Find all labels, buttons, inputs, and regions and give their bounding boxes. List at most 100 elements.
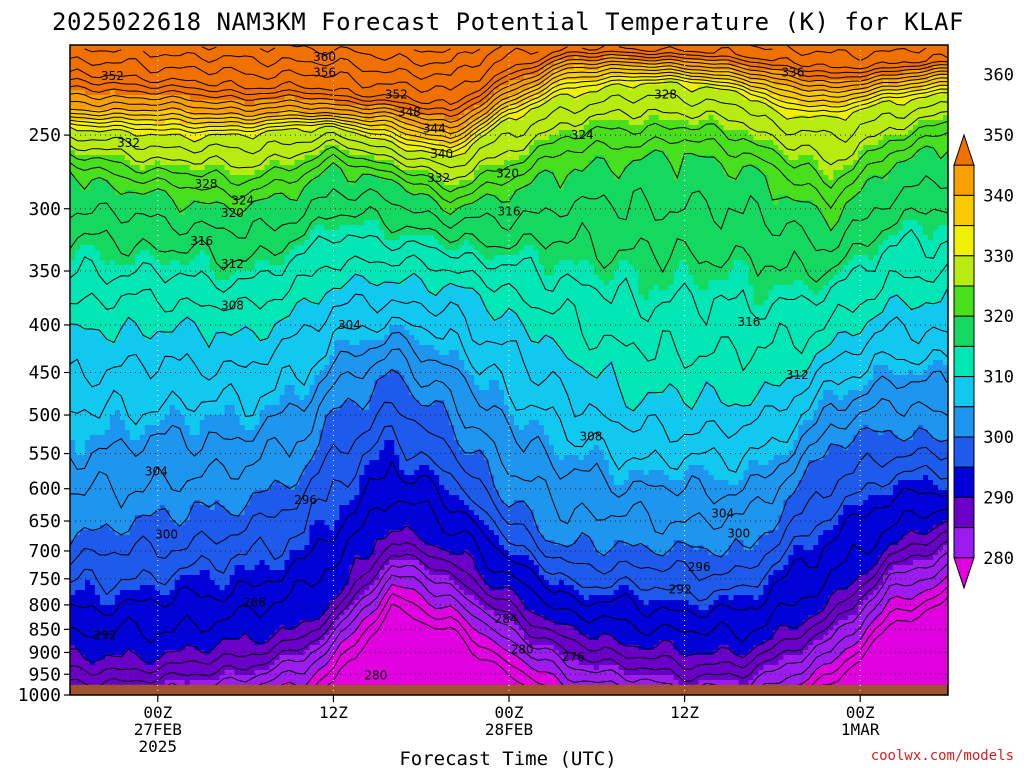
contour-cell <box>359 45 365 51</box>
contour-cell <box>230 60 236 66</box>
contour-cell <box>674 135 680 141</box>
contour-cell <box>743 100 749 106</box>
contour-cell <box>180 45 186 51</box>
contour-cell <box>454 90 460 96</box>
contour-cell <box>569 160 575 166</box>
contour-cell <box>205 140 211 146</box>
contour-cell <box>474 70 480 76</box>
contour-cell <box>833 55 839 61</box>
contour-cell <box>344 65 350 71</box>
contour-cell <box>654 160 660 166</box>
contour-cell <box>813 45 819 51</box>
contour-cell <box>883 175 889 181</box>
contour-cell <box>185 75 191 81</box>
contour-cell <box>589 90 595 96</box>
contour-cell <box>724 160 730 166</box>
contour-cell <box>818 135 824 141</box>
contour-cell <box>803 125 809 131</box>
contour-cell <box>160 150 166 156</box>
contour-cell <box>250 65 256 71</box>
contour-cell <box>339 65 345 71</box>
contour-cell <box>654 130 660 136</box>
contour-cell <box>579 175 585 181</box>
contour-cell <box>195 170 201 176</box>
contour-cell <box>150 150 156 156</box>
contour-cell <box>689 160 695 166</box>
contour-cell <box>379 65 385 71</box>
contour-cell <box>748 105 754 111</box>
contour-cell <box>110 45 116 51</box>
contour-cell <box>808 150 814 156</box>
contour-cell <box>873 105 879 111</box>
contour-cell <box>250 140 256 146</box>
contour-cell <box>344 50 350 56</box>
contour-cell <box>923 140 929 146</box>
contour-cell <box>928 120 934 126</box>
contour-cell <box>339 60 345 66</box>
contour-cell <box>589 95 595 101</box>
contour-cell <box>928 55 934 61</box>
contour-cell <box>439 65 445 71</box>
contour-cell <box>579 115 585 121</box>
contour-cell <box>808 170 814 176</box>
contour-cell <box>569 60 575 66</box>
contour-cell <box>210 145 216 151</box>
contour-cell <box>699 160 705 166</box>
contour-cell <box>599 145 605 151</box>
contour-cell <box>743 45 749 51</box>
contour-cell <box>275 65 281 71</box>
contour-cell <box>484 75 490 81</box>
contour-cell <box>170 110 176 116</box>
contour-cell <box>594 160 600 166</box>
contour-cell <box>594 115 600 121</box>
contour-cell <box>90 160 96 166</box>
contour-cell <box>878 55 884 61</box>
contour-cell <box>309 90 315 96</box>
contour-cell <box>694 180 700 186</box>
contour-cell <box>569 175 575 181</box>
contour-cell <box>514 50 520 56</box>
contour-cell <box>599 105 605 111</box>
contour-cell <box>704 160 710 166</box>
contour-cell <box>314 185 320 191</box>
contour-cell <box>255 155 261 161</box>
contour-cell <box>689 120 695 126</box>
contour-cell <box>359 90 365 96</box>
contour-cell <box>399 150 405 156</box>
contour-cell <box>454 95 460 101</box>
contour-cell <box>499 155 505 161</box>
contour-cell <box>888 55 894 61</box>
contour-cell <box>220 165 226 171</box>
contour-cell <box>833 105 839 111</box>
contour-cell <box>75 185 81 191</box>
contour-cell <box>519 125 525 131</box>
contour-cell <box>858 50 864 56</box>
contour-cell <box>843 125 849 131</box>
contour-cell <box>369 75 375 81</box>
contour-cell <box>669 120 675 126</box>
contour-cell <box>195 160 201 166</box>
contour-cell <box>529 170 535 176</box>
contour-cell <box>793 160 799 166</box>
contour-cell <box>619 90 625 96</box>
contour-cell <box>265 90 271 96</box>
contour-cell <box>579 70 585 76</box>
contour-cell <box>873 140 879 146</box>
contour-cell <box>374 135 380 141</box>
contour-cell <box>554 115 560 121</box>
contour-cell <box>359 55 365 61</box>
contour-cell <box>339 90 345 96</box>
contour-cell <box>140 165 146 171</box>
contour-cell <box>75 170 81 176</box>
contour-cell <box>509 125 515 131</box>
contour-cell <box>170 85 176 91</box>
contour-cell <box>893 175 899 181</box>
contour-cell <box>778 135 784 141</box>
contour-cell <box>245 120 251 126</box>
contour-cell <box>793 140 799 146</box>
contour-cell <box>699 95 705 101</box>
contour-cell <box>175 145 181 151</box>
contour-cell <box>294 170 300 176</box>
contour-cell <box>195 145 201 151</box>
contour-cell <box>838 145 844 151</box>
